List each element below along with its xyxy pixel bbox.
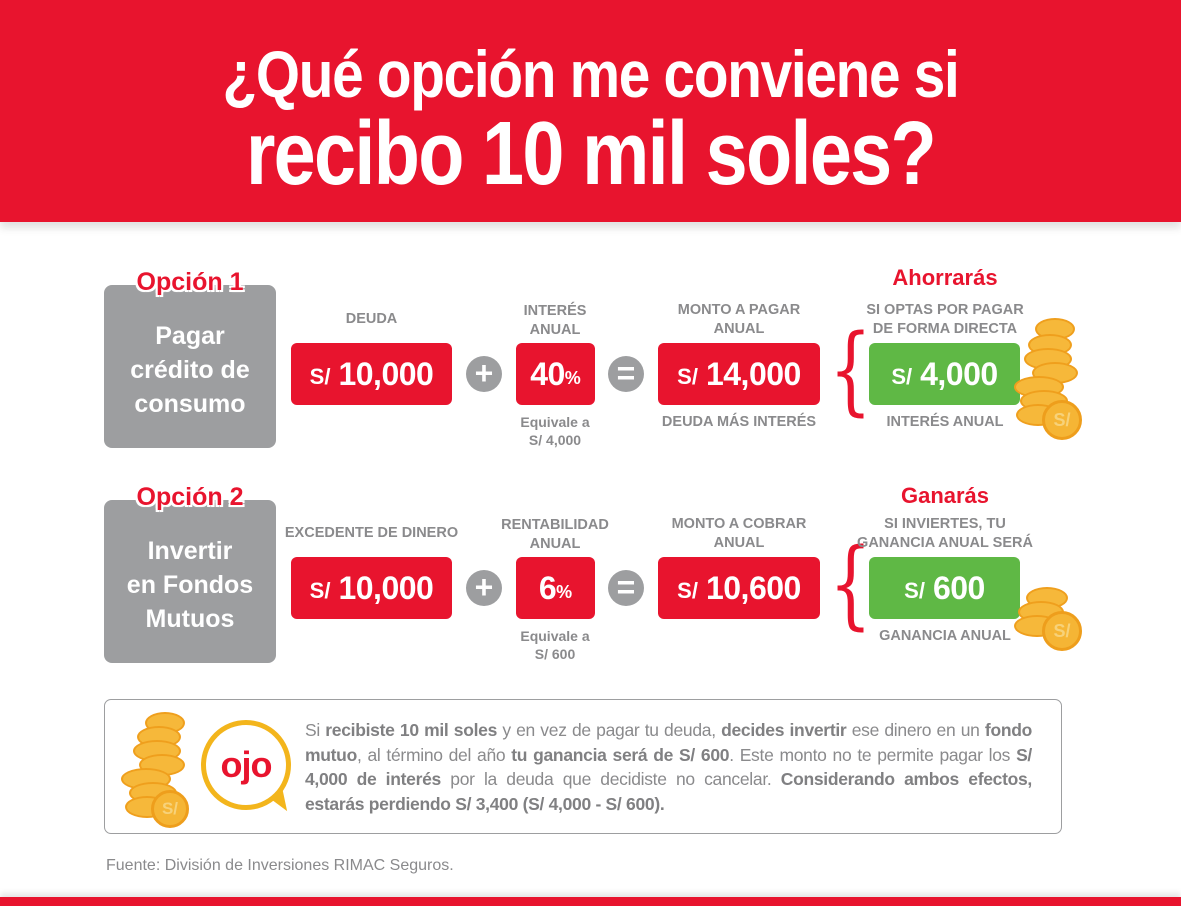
interest-rate-value: 40 [530,355,565,392]
sol-coin-icon: S/ [1042,611,1082,651]
option-1-title-line: crédito de [130,355,250,384]
warning-note: S/ ojo Si recibiste 10 mil soles y en ve… [104,699,1062,834]
equals-icon: = [608,570,644,606]
title-line-1: ¿Qué opción me conviene si [222,37,959,111]
bottom-bar [0,897,1181,906]
earnings-title: Ganarás [900,483,990,508]
currency-symbol: S/ [904,578,925,603]
debt-label: DEUDA [345,311,398,327]
total-pay-label: MONTO A PAGAR ANUAL [677,302,801,337]
note-emphasis: tu ganancia será de S/ 600 [511,744,730,765]
note-emphasis: fondo mutuo [305,720,1033,765]
option-1-tag: Opción 1 [136,268,244,296]
plus-icon: + [466,570,502,606]
note-emphasis: S/ 4,000 de interés [305,744,1032,790]
ojo-speech-bubble-icon: ojo [201,720,291,810]
savings-amount: 4,000 [920,355,998,392]
interest-rate-box: 40 % [516,343,595,405]
savings-label: SI OPTAS POR PAGAR DE FORMA DIRECTA [866,302,1024,337]
option-1-title-line: Pagar [155,321,225,350]
option-2-tag: Opción 2 [136,483,244,511]
percent-sign: % [564,367,581,388]
total-pay-amount: 14,000 [705,355,801,392]
option-2-title-line: en Fondos [126,570,254,599]
equals-icon: = [608,356,644,392]
total-collect-label: MONTO A COBRAR ANUAL [671,516,807,551]
note-segment: , al término del año [356,744,512,765]
debt-amount: 10,000 [338,355,434,392]
note-segment: Si [305,720,326,740]
note-text: Si recibiste 10 mil soles y en vez de pa… [305,718,1032,816]
return-equivalent: Equivale a S/ 600 [520,628,590,662]
note-emphasis: recibiste 10 mil soles [325,720,498,740]
title-banner: ¿Qué opción me conviene si recibo 10 mil… [0,0,1181,222]
interest-label: INTERÉS ANUAL [523,303,587,338]
savings-caption: INTERÉS ANUAL [886,414,1004,430]
surplus-amount: 10,000 [338,569,434,606]
interest-equivalent: Equivale a S/ 4,000 [520,414,590,448]
total-pay-box: S/ 14,000 [658,343,820,405]
percent-sign: % [556,581,573,602]
earnings-box: S/ 600 [869,557,1020,619]
source-citation: Fuente: División de Inversiones RIMAC Se… [106,857,454,874]
option-1-title-line: consumo [134,389,246,418]
debt-amount-box: S/ 10,000 [291,343,452,405]
option-2-title-line: Invertir [147,536,233,565]
total-pay-caption: DEUDA MÁS INTERÉS [661,414,817,430]
currency-symbol: S/ [891,364,913,389]
coin-stack-icon: S/ [119,708,199,828]
earnings-label: SI INVIERTES, TU GANANCIA ANUAL SERÁ [857,516,1033,551]
savings-box: S/ 4,000 [869,343,1020,405]
brace-icon: { [829,528,872,640]
coin-stack-icon: S/ [1012,585,1087,655]
return-label: RENTABILIDAD ANUAL [501,517,609,552]
note-segment: por la deuda que decidiste no cancelar. [440,769,781,789]
currency-symbol: S/ [309,364,331,389]
note-segment: y en vez de pagar tu deuda, [497,720,722,740]
option-2-title-line: Mutuos [145,604,235,633]
surplus-label: EXCEDENTE DE DINERO [284,525,459,541]
total-collect-amount: 10,600 [705,569,801,606]
option-2-box: Invertir en Fondos Mutuos [104,500,276,663]
sol-coin-icon: S/ [151,790,189,828]
return-rate-value: 6 [538,569,557,606]
title-line-2: recibo 10 mil soles? [245,104,937,204]
note-segment: . Este monto no te permite pagar los [729,744,1017,765]
coin-stack-icon: S/ [1010,316,1085,441]
earnings-amount: 600 [932,569,985,606]
savings-title: Ahorrarás [892,265,998,290]
brace-icon: { [829,314,872,426]
earnings-caption: GANANCIA ANUAL [879,628,1011,644]
currency-symbol: S/ [677,364,698,389]
return-rate-box: 6 % [516,557,595,619]
note-segment: ese dinero en un [846,720,985,740]
option-1-box: Pagar crédito de consumo [104,285,276,448]
currency-symbol: S/ [309,578,331,603]
note-emphasis: Considerando ambos efectos, estarás perd… [305,769,1032,814]
surplus-amount-box: S/ 10,000 [291,557,452,619]
sol-coin-icon: S/ [1042,400,1082,440]
total-collect-box: S/ 10,600 [658,557,820,619]
note-emphasis: decides invertir [721,720,847,740]
plus-icon: + [466,356,502,392]
currency-symbol: S/ [677,578,698,603]
